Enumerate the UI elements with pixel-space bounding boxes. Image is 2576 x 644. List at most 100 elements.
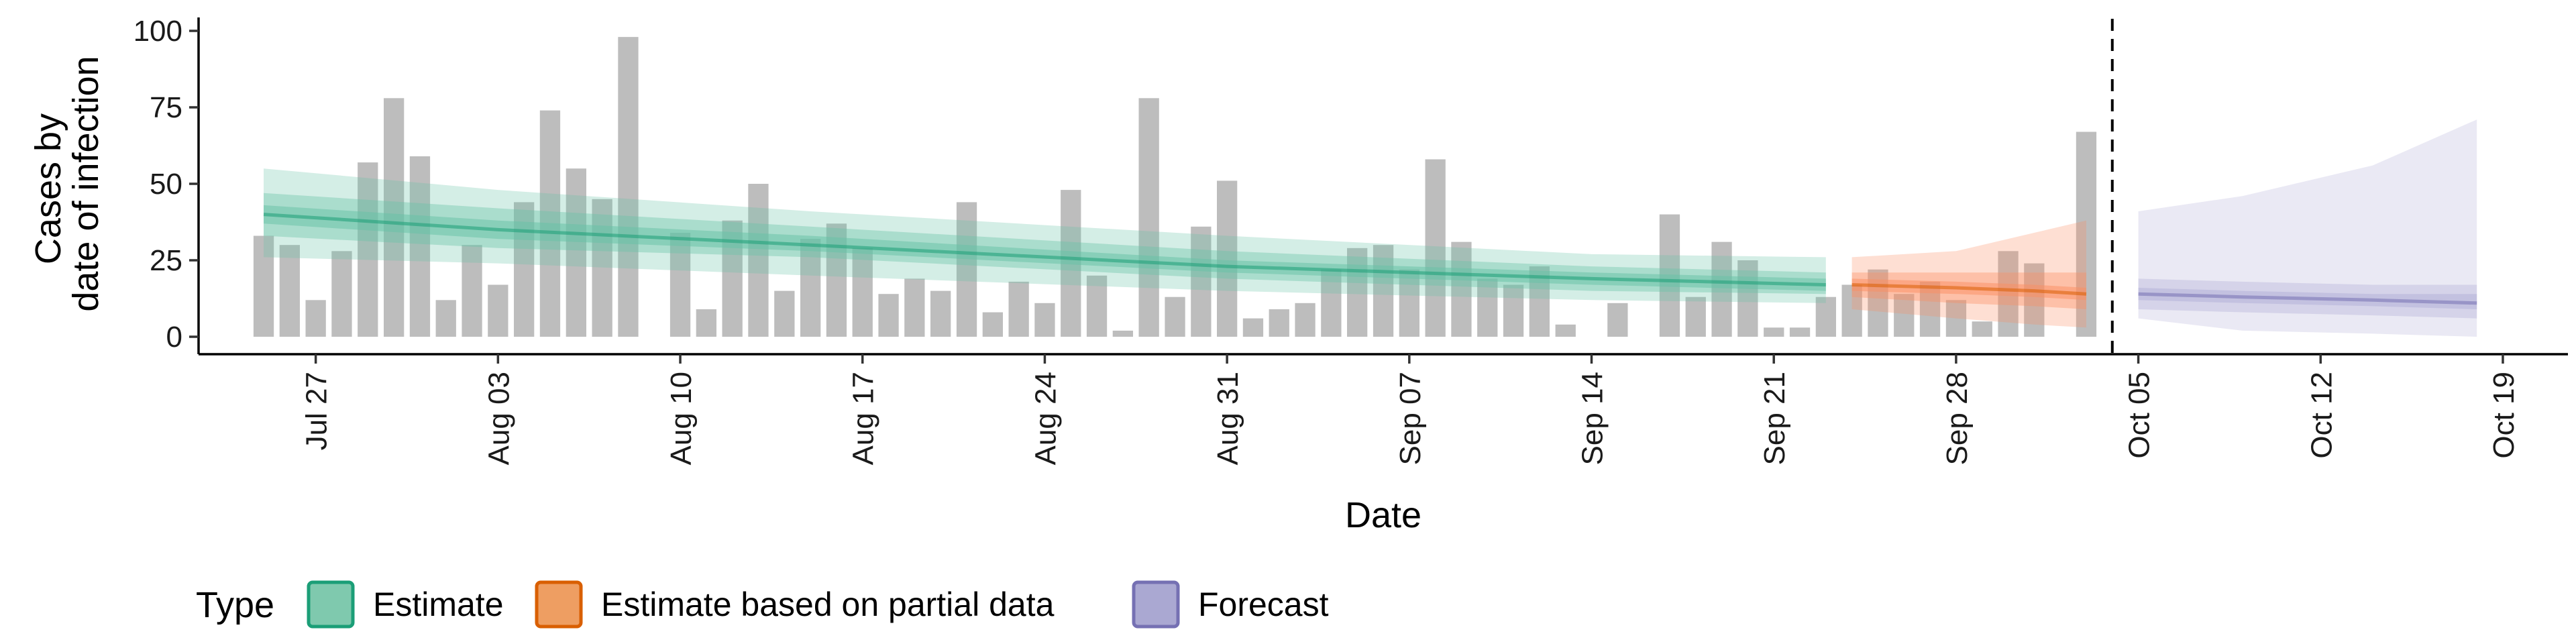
bar bbox=[1191, 226, 1212, 337]
bar bbox=[956, 202, 977, 337]
series-0 bbox=[263, 168, 1826, 303]
x-tick-label: Sep 07 bbox=[1394, 372, 1427, 465]
bar bbox=[1295, 303, 1316, 337]
bar bbox=[774, 290, 795, 337]
bars-layer bbox=[253, 37, 2097, 337]
x-tick-label: Sep 14 bbox=[1576, 372, 1609, 465]
y-axis-title-line-1: Cases by bbox=[28, 113, 68, 264]
bar bbox=[2076, 131, 2097, 337]
legend: Type Estimate Estimate based on partial d… bbox=[196, 580, 1329, 629]
bar bbox=[592, 199, 612, 337]
bar bbox=[409, 156, 431, 337]
x-tick-label: Sep 21 bbox=[1758, 372, 1791, 465]
x-tick-label: Oct 12 bbox=[2305, 372, 2338, 459]
bar bbox=[1347, 248, 1368, 337]
x-tick-label: Sep 28 bbox=[1941, 372, 1974, 465]
bar bbox=[1894, 294, 1915, 337]
median-line bbox=[2138, 292, 2477, 305]
bar bbox=[358, 162, 378, 337]
bar bbox=[852, 248, 873, 337]
y-ticks: 0 25 50 75 100 bbox=[133, 15, 199, 354]
x-tick-label: Jul 27 bbox=[301, 372, 333, 450]
x-tick-label: Aug 17 bbox=[847, 372, 880, 465]
bar bbox=[1737, 260, 1758, 337]
x-tick-label: Aug 10 bbox=[665, 372, 698, 465]
x-axis-title: Date bbox=[1345, 495, 1421, 535]
bar bbox=[1503, 284, 1524, 337]
bar bbox=[253, 235, 274, 337]
bar bbox=[1477, 278, 1498, 337]
bar bbox=[1269, 309, 1289, 337]
median-line bbox=[263, 213, 1826, 286]
y-tick-label: 25 bbox=[150, 244, 182, 277]
band-90 bbox=[2138, 119, 2477, 337]
bar bbox=[1373, 245, 1394, 337]
bar bbox=[2024, 263, 2045, 337]
legend-label: Estimate based on partial data bbox=[601, 586, 1055, 623]
bar bbox=[1555, 324, 1576, 337]
bar bbox=[669, 233, 691, 337]
y-tick-label: 0 bbox=[166, 321, 182, 354]
bar bbox=[435, 300, 456, 337]
bar bbox=[1425, 159, 1446, 337]
bar bbox=[331, 251, 352, 337]
bar bbox=[930, 290, 951, 337]
bar bbox=[982, 312, 1003, 337]
bar bbox=[1086, 275, 1108, 337]
series-1 bbox=[1851, 220, 2087, 328]
legend-title: Type bbox=[196, 585, 274, 625]
bar bbox=[1112, 330, 1133, 337]
bar bbox=[618, 37, 639, 337]
bar bbox=[1008, 281, 1029, 337]
bar bbox=[1242, 318, 1264, 337]
y-axis-title-line-2: date of infection bbox=[66, 56, 106, 311]
bar bbox=[1945, 300, 1967, 337]
bar bbox=[800, 239, 821, 337]
legend-item: Forecast bbox=[1132, 580, 1329, 629]
x-tick-label: Aug 03 bbox=[482, 372, 515, 465]
bar bbox=[1034, 303, 1055, 337]
legend-item: Estimate based on partial data bbox=[535, 580, 1055, 629]
bar bbox=[696, 309, 716, 337]
y-tick-label: 100 bbox=[133, 15, 182, 48]
bar bbox=[279, 245, 300, 337]
legend-key bbox=[535, 580, 583, 629]
bar bbox=[1972, 321, 1992, 337]
bar bbox=[305, 300, 326, 337]
x-tick-label: Aug 24 bbox=[1029, 372, 1062, 465]
bar bbox=[566, 168, 586, 337]
bar bbox=[1399, 269, 1419, 337]
bar bbox=[462, 245, 482, 337]
band-20 bbox=[264, 205, 1826, 291]
band-90 bbox=[1851, 220, 2086, 328]
y-tick-label: 50 bbox=[150, 168, 182, 201]
axes-layer bbox=[197, 17, 2568, 356]
legend-item: Estimate bbox=[307, 580, 504, 629]
legend-items: Estimate Estimate based on partial data Fo… bbox=[307, 580, 1329, 629]
x-tick-label: Oct 19 bbox=[2487, 372, 2520, 459]
legend-key bbox=[307, 580, 355, 629]
bar bbox=[488, 284, 508, 337]
x-ticks: Jul 27 Aug 03 Aug 10 Aug 17 Aug 24 Aug 31 Sep … bbox=[301, 354, 2520, 465]
bar bbox=[1815, 297, 1836, 337]
bar bbox=[1841, 284, 1862, 337]
x-tick-label: Oct 05 bbox=[2123, 372, 2156, 459]
bar bbox=[1685, 297, 1706, 337]
legend-key bbox=[1132, 580, 1180, 629]
y-axis-title: Cases by date of infection bbox=[28, 56, 106, 311]
bar bbox=[1321, 269, 1342, 337]
bar bbox=[1165, 297, 1185, 337]
bar bbox=[748, 184, 769, 337]
legend-label: Estimate bbox=[373, 586, 504, 623]
bands-layer bbox=[263, 119, 2477, 337]
bar bbox=[904, 278, 925, 337]
bar bbox=[1607, 303, 1628, 337]
legend-label: Forecast bbox=[1198, 586, 1329, 623]
y-tick-label: 75 bbox=[150, 91, 182, 124]
bar bbox=[1711, 241, 1732, 337]
median-line bbox=[1851, 283, 2087, 296]
bar bbox=[878, 294, 899, 337]
series-2 bbox=[2138, 119, 2477, 337]
bar bbox=[1451, 241, 1472, 337]
